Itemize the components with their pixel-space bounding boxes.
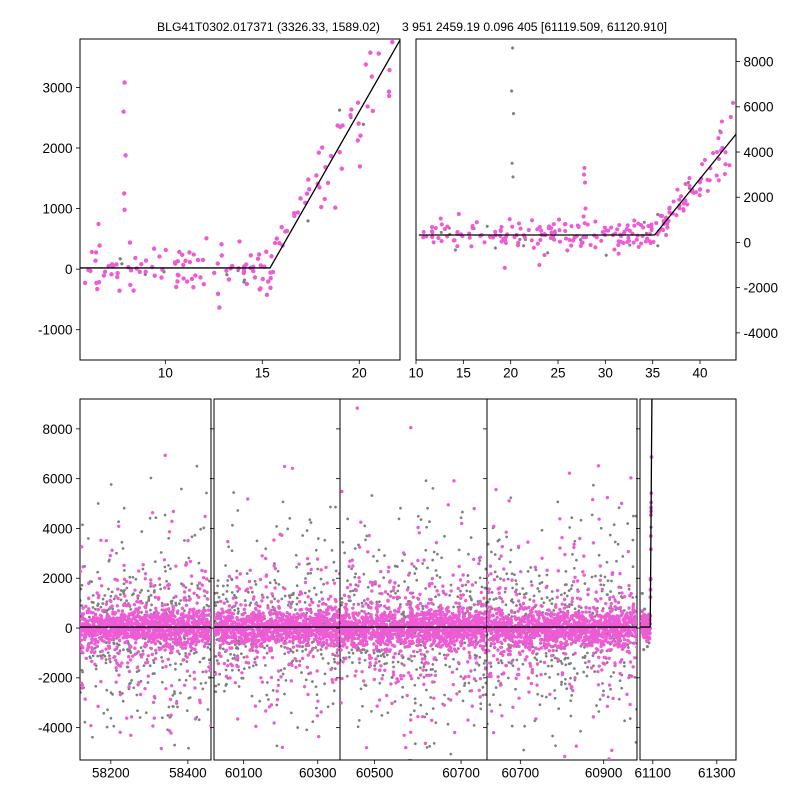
svg-text:61100: 61100	[635, 765, 672, 780]
svg-text:BLG41T0302.017371 (3326.33, 15: BLG41T0302.017371 (3326.33, 1589.02)	[157, 20, 380, 34]
svg-text:15: 15	[255, 365, 270, 380]
svg-text:20: 20	[352, 365, 367, 380]
svg-text:6000: 6000	[744, 100, 774, 115]
svg-text:61300: 61300	[698, 765, 736, 780]
svg-text:35: 35	[645, 365, 660, 380]
svg-text:6000: 6000	[42, 472, 72, 487]
svg-text:2000: 2000	[42, 571, 72, 586]
svg-text:60100: 60100	[225, 765, 263, 780]
svg-text:3000: 3000	[42, 80, 72, 95]
svg-text:0: 0	[65, 621, 73, 636]
svg-text:58200: 58200	[92, 765, 130, 780]
svg-text:60300: 60300	[299, 765, 337, 780]
svg-text:8000: 8000	[744, 54, 774, 69]
svg-text:8000: 8000	[42, 422, 72, 437]
svg-text:25: 25	[550, 365, 565, 380]
svg-text:10: 10	[408, 365, 423, 380]
svg-text:4000: 4000	[42, 521, 72, 536]
svg-text:-2000: -2000	[744, 281, 779, 296]
svg-text:58400: 58400	[169, 765, 207, 780]
svg-text:-4000: -4000	[744, 326, 779, 341]
svg-text:3 951 2459.19 0.096 405 [61119: 3 951 2459.19 0.096 405 [61119.509, 6112…	[402, 20, 667, 34]
svg-text:20: 20	[503, 365, 518, 380]
svg-text:-2000: -2000	[38, 671, 73, 686]
svg-text:-4000: -4000	[38, 721, 73, 736]
svg-text:2000: 2000	[42, 141, 72, 156]
svg-text:2000: 2000	[744, 190, 774, 205]
svg-text:15: 15	[456, 365, 471, 380]
svg-text:10: 10	[158, 365, 173, 380]
svg-text:60500: 60500	[356, 765, 394, 780]
svg-text:0: 0	[744, 235, 752, 250]
svg-text:-1000: -1000	[38, 323, 73, 338]
svg-text:40: 40	[693, 365, 708, 380]
svg-text:60700: 60700	[502, 765, 540, 780]
svg-text:4000: 4000	[744, 145, 774, 160]
svg-text:60700: 60700	[442, 765, 480, 780]
svg-text:30: 30	[598, 365, 613, 380]
svg-text:0: 0	[65, 262, 73, 277]
svg-text:60900: 60900	[585, 765, 623, 780]
svg-text:1000: 1000	[42, 201, 72, 216]
